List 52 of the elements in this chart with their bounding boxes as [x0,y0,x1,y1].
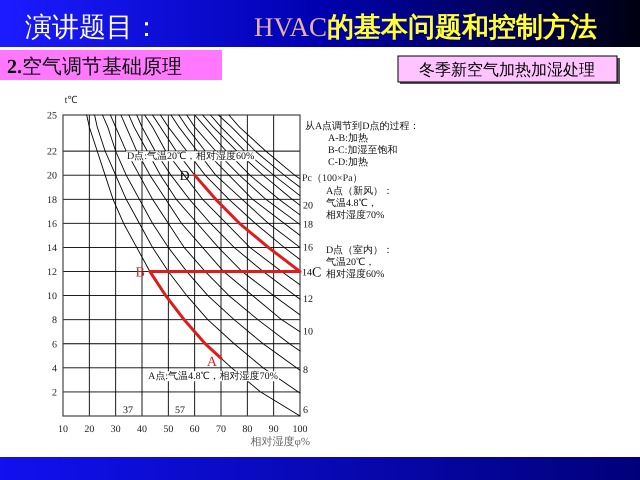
y-tick-label: 18 [47,194,57,206]
annotation: A点:气温4.8℃，相对湿度70% [148,370,278,382]
x-tick-label: 80 [242,424,252,435]
annotation: 14 [302,268,312,279]
chart-subtitle: 2.空气调节基础原理 [7,56,182,78]
x-tick-label: 30 [110,424,121,435]
x-tick-label: 40 [137,424,147,435]
y-tick-label: 16 [47,218,57,230]
y-tick-label: 4 [52,363,57,374]
annotation: 57 [175,405,185,416]
y-tick-label: 2 [52,387,57,398]
x-tick-label: 90 [268,424,279,435]
text: D点（室内）： [326,244,394,256]
x-tick-label: 20 [84,424,94,435]
y-tick-label: 25 [47,110,57,122]
annotation: D点:气温20℃，相对湿度60% [126,150,254,162]
text: 冬季新空气加热加湿处理 [419,60,595,79]
text: 相对湿度60% [326,268,384,280]
x-axis-title: 相对湿度φ% [250,435,310,448]
text: 从A点调节到D点的过程： [305,120,420,132]
annotation: 6 [303,405,308,416]
y-tick-label: 22 [47,146,57,158]
annotation: C [312,266,322,281]
text: HVAC的基本问题和控制方法 [254,12,598,43]
y-tick-label: 10 [47,291,57,302]
y-tick-label: 20 [47,170,57,182]
text: 气温20℃， [326,256,375,268]
annotation: 18 [303,220,313,231]
y-tick-label: 14 [47,242,57,254]
x-tick-label: 100 [292,424,308,435]
y2-axis-title: Pc（100×Pa） [302,173,363,184]
text: A-B:加热 [328,132,368,144]
annotation: 37 [123,405,133,416]
x-tick-label: 60 [190,424,200,435]
y-tick-label: 6 [52,339,57,350]
text: C-D:加热 [328,156,368,168]
annotation: 10 [303,326,313,338]
annotation: A [206,355,218,370]
annotation: 16 [303,242,313,254]
text: B-C:加湿至饱和 [328,144,398,156]
text: 气温4.8℃， [326,197,378,209]
annotation: 12 [303,294,313,306]
y-tick-label: 8 [52,315,57,326]
y-tick-label: 12 [47,267,57,278]
text: 演讲题目： [25,12,160,42]
text: 相对湿度70% [326,209,384,221]
text: A点（新风）： [326,185,394,197]
x-tick-label: 70 [216,424,226,435]
x-tick-label: 50 [163,424,174,435]
y-axis-title: t℃ [64,95,78,106]
annotation: 20 [303,200,313,212]
annotation: 8 [303,365,308,376]
